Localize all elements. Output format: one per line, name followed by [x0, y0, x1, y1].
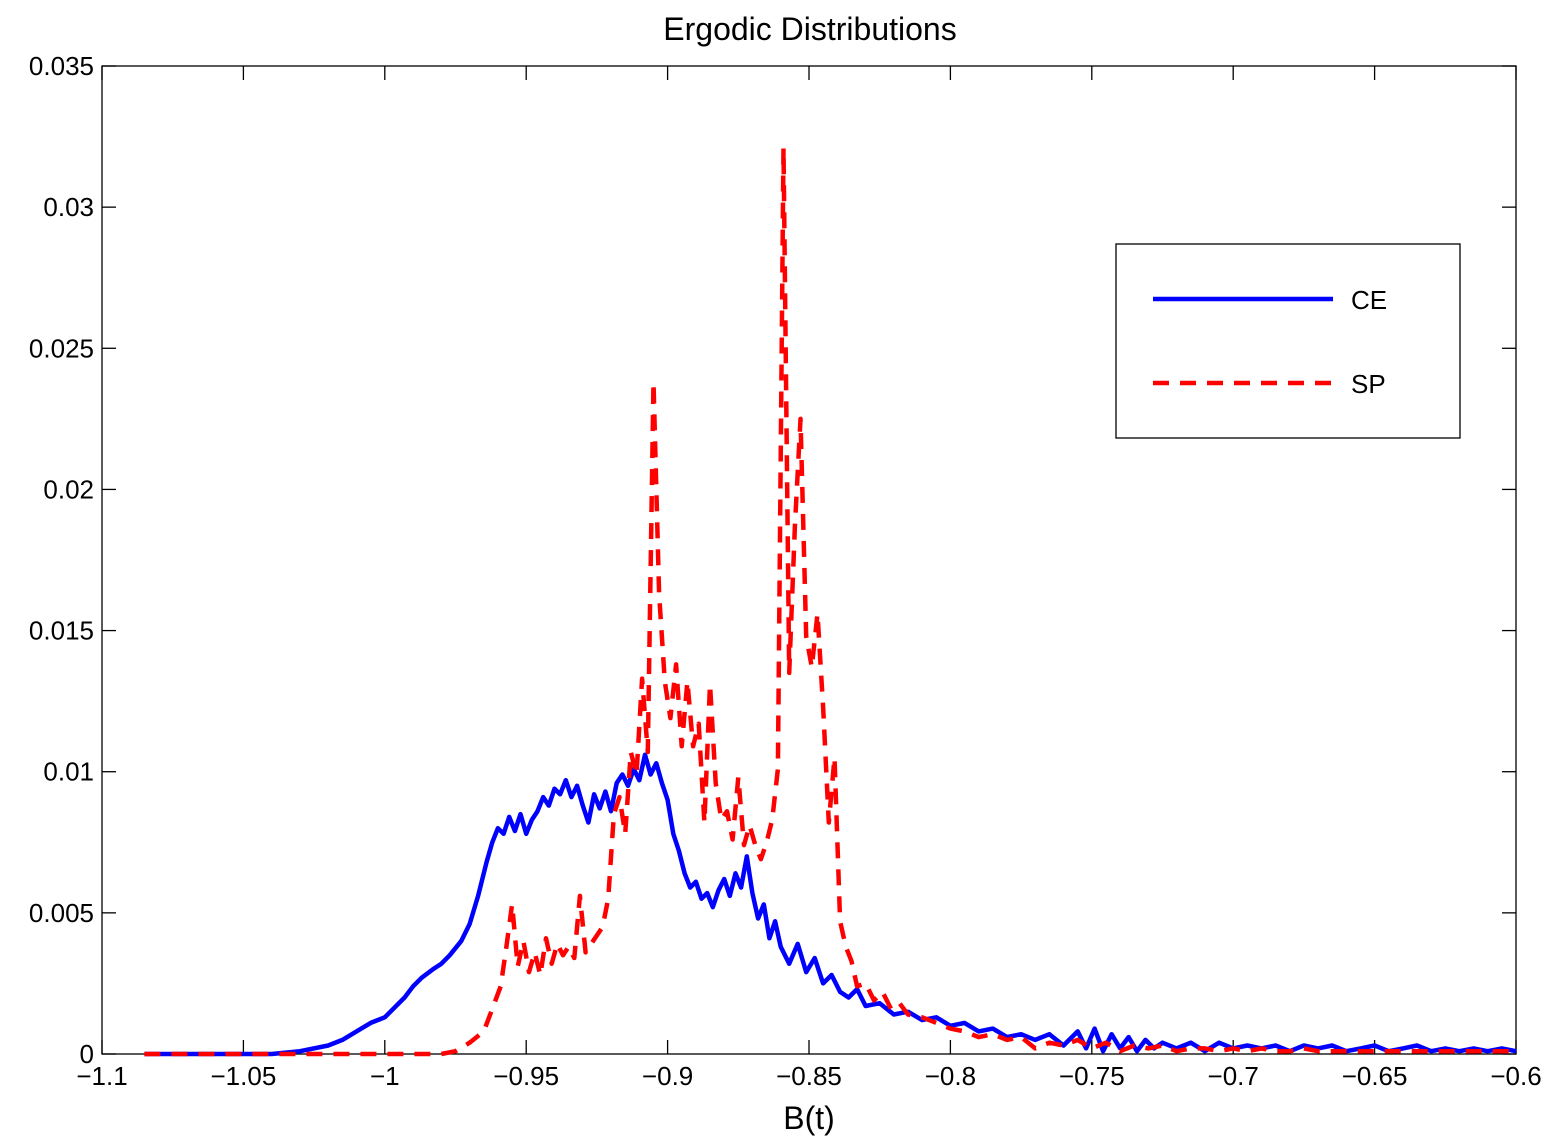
- x-tick-label: −0.7: [1208, 1061, 1259, 1091]
- x-tick-label: −0.6: [1490, 1061, 1541, 1091]
- legend: CE SP: [1115, 243, 1461, 439]
- ticks: [101, 65, 1517, 1055]
- series-line-sp: [144, 145, 1516, 1057]
- x-tick-label: −1.05: [211, 1061, 277, 1091]
- legend-label-ce: CE: [1351, 285, 1387, 315]
- x-tick-label: −0.65: [1342, 1061, 1408, 1091]
- y-tick-label: 0.03: [43, 192, 94, 222]
- legend-box: [1115, 243, 1461, 439]
- y-tick-label: 0.02: [43, 474, 94, 504]
- x-tick-label: −0.95: [493, 1061, 559, 1091]
- x-tick-label: −1.1: [76, 1061, 127, 1091]
- y-tick-label: 0.035: [29, 51, 94, 81]
- x-tick-label: −0.8: [925, 1061, 976, 1091]
- x-axis-label: B(t): [783, 1100, 835, 1136]
- x-tick-labels: −1.1 −1.05 −1 −0.95 −0.9 −0.85 −0.8 −0.75 −0.7 −0…: [76, 1061, 1541, 1091]
- chart-title: Ergodic Distributions: [663, 11, 956, 47]
- series-lines: [144, 145, 1517, 1057]
- y-tick-label: 0.015: [29, 616, 94, 646]
- y-tick-label: 0.01: [43, 757, 94, 787]
- y-tick-label: 0: [80, 1039, 94, 1069]
- x-tick-label: −1: [370, 1061, 400, 1091]
- legend-label-sp: SP: [1351, 369, 1386, 399]
- axes-box: [101, 65, 1517, 1055]
- plot-area: [101, 65, 1517, 1057]
- y-tick-labels: 0 0.005 0.01 0.015 0.02 0.025 0.03 0.035: [29, 51, 94, 1069]
- x-tick-label: −0.75: [1059, 1061, 1125, 1091]
- y-tick-label: 0.025: [29, 333, 94, 363]
- y-tick-label: 0.005: [29, 898, 94, 928]
- x-tick-label: −0.85: [776, 1061, 842, 1091]
- x-tick-label: −0.9: [642, 1061, 693, 1091]
